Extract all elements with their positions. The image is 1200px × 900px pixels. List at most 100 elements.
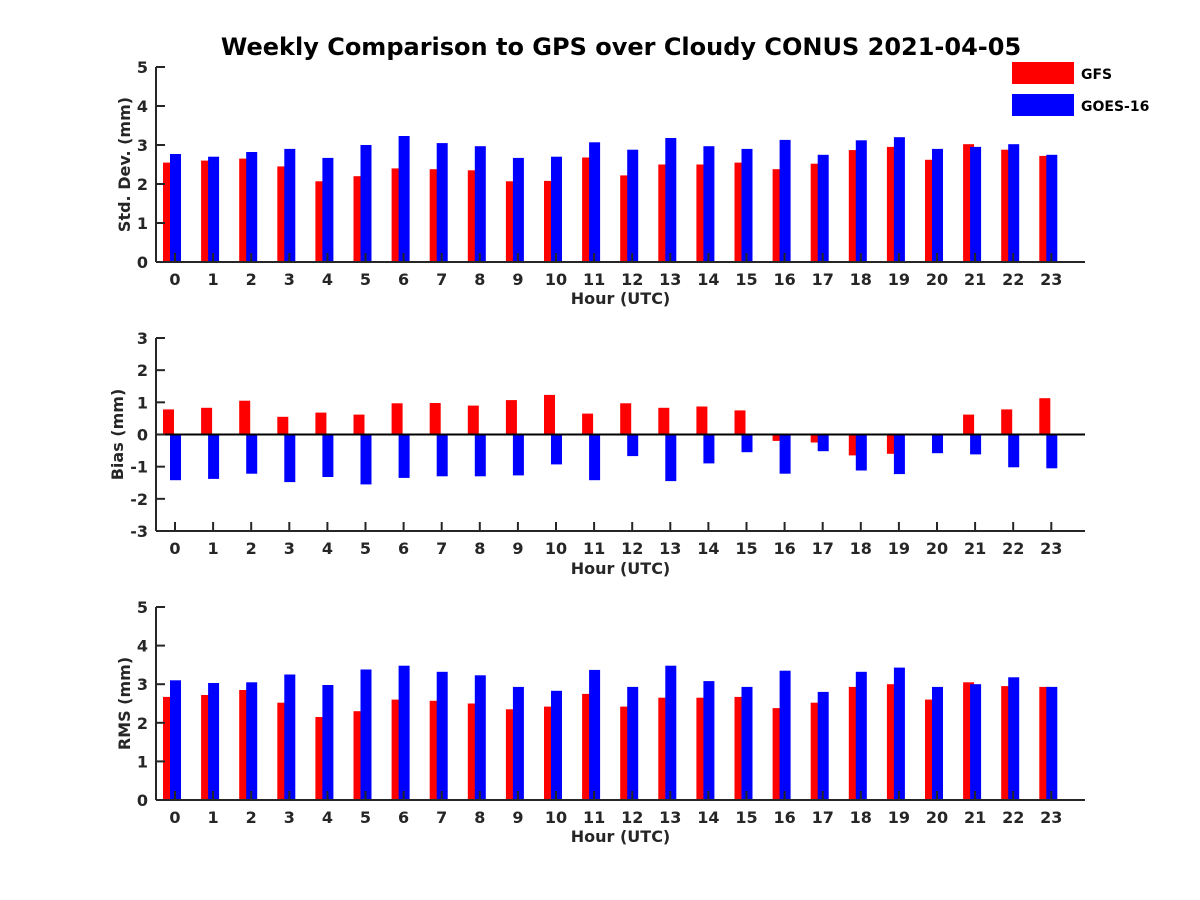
bias-x-tick-label: 21 (964, 539, 986, 558)
std-dev-bar-gfs-15 (734, 162, 746, 262)
bias-bar-goes16-1 (208, 434, 220, 479)
legend-swatch-gfs (1012, 62, 1074, 84)
rms-x-tick-label: 14 (697, 808, 719, 827)
bias-x-tick-label: 19 (888, 539, 910, 558)
std-dev-bar-goes16-6 (398, 136, 410, 262)
rms-x-tick-label: 10 (545, 808, 567, 827)
bias-x-tick-label: 1 (208, 539, 219, 558)
bias-bar-goes16-18 (855, 434, 867, 471)
std-dev-x-tick-label: 7 (436, 270, 447, 289)
rms-bar-goes16-6 (398, 665, 410, 800)
rms-bar-goes16-3 (284, 674, 296, 800)
bias-x-tick-label: 12 (621, 539, 643, 558)
bias-bar-gfs-21 (963, 414, 975, 435)
rms-bar-gfs-13 (658, 697, 670, 800)
std-dev-x-tick-label: 10 (545, 270, 567, 289)
std-dev-bar-goes16-1 (208, 156, 220, 262)
std-dev-y-axis-label: Std. Dev. (mm) (115, 97, 134, 232)
std-dev-bar-goes16-4 (322, 157, 334, 262)
chart-title: Weekly Comparison to GPS over Cloudy CON… (221, 33, 1021, 61)
rms-x-tick-label: 6 (398, 808, 409, 827)
std-dev-bar-goes16-16 (779, 139, 791, 262)
bias-bar-goes16-12 (627, 434, 639, 457)
rms-bar-gfs-1 (201, 695, 213, 800)
rms-bar-goes16-7 (436, 671, 448, 800)
std-dev-bar-gfs-11 (582, 157, 594, 262)
rms-bar-gfs-16 (772, 708, 784, 800)
std-dev-bar-gfs-16 (772, 169, 784, 262)
bias-y-tick-label: 0 (137, 426, 148, 445)
std-dev-bar-goes16-11 (589, 142, 601, 262)
bias-y-tick-label: 3 (137, 329, 148, 348)
bias-bar-goes16-3 (284, 434, 296, 483)
std-dev-bar-gfs-20 (925, 159, 936, 262)
bias-bar-goes16-2 (246, 434, 258, 474)
bias-bar-gfs-10 (544, 394, 555, 435)
rms-y-tick-label: 2 (137, 714, 148, 733)
rms-bar-gfs-10 (544, 706, 555, 800)
bias-bar-goes16-9 (512, 434, 524, 476)
rms-bar-gfs-14 (696, 697, 708, 800)
rms-bar-gfs-15 (734, 696, 746, 800)
std-dev-x-tick-label: 16 (773, 270, 795, 289)
rms-bar-goes16-15 (741, 686, 753, 800)
rms-bar-goes16-14 (703, 681, 715, 800)
std-dev-bar-goes16-13 (665, 138, 677, 262)
legend-label-goes16: GOES-16 (1081, 99, 1149, 115)
legend: GFS GOES-16 (1012, 62, 1149, 116)
bias-bar-gfs-23 (1039, 398, 1051, 435)
bias-bar-gfs-3 (277, 416, 289, 435)
std-dev-x-tick-label: 21 (964, 270, 986, 289)
std-dev-bar-goes16-20 (932, 148, 943, 262)
std-dev-x-axis-label: Hour (UTC) (571, 289, 671, 308)
rms-bar-goes16-21 (970, 684, 982, 800)
bias-bar-goes16-10 (551, 434, 562, 465)
bias-bar-goes16-22 (1008, 434, 1020, 468)
std-dev-bar-gfs-0 (163, 162, 174, 262)
std-dev-bar-goes16-2 (246, 152, 258, 262)
bias-bar-gfs-9 (505, 400, 517, 435)
std-dev-y-tick-label: 5 (137, 58, 148, 77)
std-dev-bar-goes16-9 (512, 157, 524, 262)
rms-bar-gfs-19 (886, 684, 898, 800)
bias-y-tick-label: 1 (137, 393, 148, 412)
rms-x-tick-label: 13 (659, 808, 681, 827)
std-dev-x-tick-label: 18 (850, 270, 872, 289)
rms-bar-goes16-8 (474, 675, 486, 800)
std-dev-y-tick-label: 0 (137, 253, 148, 272)
std-dev-bar-goes16-15 (741, 148, 753, 262)
rms-bar-gfs-0 (163, 696, 174, 800)
std-dev-bar-gfs-4 (315, 181, 327, 262)
rms-bar-goes16-18 (855, 671, 867, 800)
std-dev-x-tick-label: 15 (735, 270, 757, 289)
rms-y-tick-label: 1 (137, 752, 148, 771)
std-dev-x-tick-label: 12 (621, 270, 643, 289)
bias-bar-gfs-15 (734, 410, 746, 435)
std-dev-y-tick-label: 4 (137, 97, 148, 116)
std-dev-bar-gfs-10 (544, 180, 555, 262)
std-dev-bar-goes16-22 (1008, 144, 1020, 262)
bias-y-axis-label: Bias (mm) (108, 389, 127, 481)
bias-x-tick-label: 2 (246, 539, 257, 558)
rms-bar-goes16-4 (322, 685, 334, 800)
std-dev-x-tick-label: 0 (169, 270, 180, 289)
std-dev-x-tick-label: 13 (659, 270, 681, 289)
std-dev-bar-goes16-8 (474, 146, 486, 262)
std-dev-x-tick-label: 11 (583, 270, 605, 289)
rms-x-tick-label: 2 (246, 808, 257, 827)
rms-bar-goes16-13 (665, 665, 677, 800)
std-dev-y-tick-label: 3 (137, 136, 148, 155)
std-dev-bar-goes16-0 (170, 154, 181, 262)
rms-bar-gfs-4 (315, 717, 327, 800)
bias-bar-goes16-15 (741, 434, 753, 453)
bias-bar-gfs-13 (658, 407, 670, 435)
std-dev-bar-gfs-6 (391, 168, 403, 262)
bias-x-tick-label: 8 (474, 539, 485, 558)
std-dev-bar-gfs-2 (239, 158, 251, 262)
std-dev-x-tick-label: 19 (888, 270, 910, 289)
rms-x-tick-label: 20 (926, 808, 948, 827)
std-dev-x-tick-label: 2 (246, 270, 257, 289)
rms-bar-gfs-9 (505, 709, 517, 800)
